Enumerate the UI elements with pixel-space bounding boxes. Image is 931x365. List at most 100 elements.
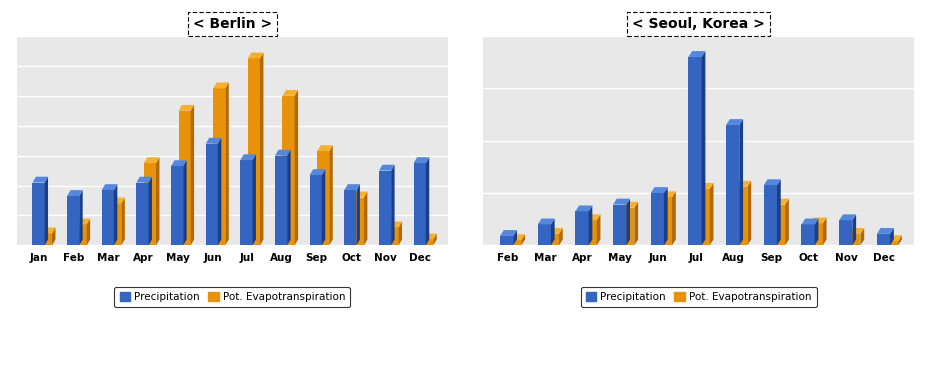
- Bar: [101, 190, 114, 245]
- Bar: [282, 96, 294, 245]
- Polygon shape: [802, 219, 818, 224]
- Polygon shape: [213, 82, 229, 88]
- Bar: [74, 224, 87, 245]
- Polygon shape: [651, 187, 668, 193]
- Bar: [584, 220, 597, 245]
- Polygon shape: [735, 181, 751, 187]
- Polygon shape: [551, 219, 555, 245]
- Bar: [344, 190, 357, 245]
- Polygon shape: [114, 184, 117, 245]
- Bar: [144, 163, 156, 245]
- Polygon shape: [386, 222, 402, 227]
- Polygon shape: [322, 169, 325, 245]
- Polygon shape: [287, 150, 290, 245]
- Bar: [275, 155, 287, 245]
- Polygon shape: [413, 157, 429, 163]
- Polygon shape: [352, 192, 368, 197]
- Bar: [40, 233, 52, 245]
- Polygon shape: [282, 90, 298, 96]
- Polygon shape: [52, 227, 56, 245]
- Bar: [67, 196, 79, 245]
- Polygon shape: [225, 82, 229, 245]
- Polygon shape: [252, 154, 256, 245]
- Bar: [688, 57, 702, 245]
- Polygon shape: [702, 51, 706, 245]
- Bar: [877, 234, 890, 245]
- Polygon shape: [839, 214, 857, 220]
- Polygon shape: [885, 235, 902, 241]
- Bar: [317, 151, 330, 245]
- Bar: [772, 204, 785, 245]
- Polygon shape: [823, 218, 827, 245]
- Polygon shape: [853, 214, 857, 245]
- Polygon shape: [218, 138, 222, 245]
- Bar: [885, 241, 898, 245]
- Polygon shape: [294, 90, 298, 245]
- Bar: [763, 185, 777, 245]
- Polygon shape: [260, 53, 263, 245]
- Polygon shape: [121, 197, 125, 245]
- Bar: [546, 234, 559, 245]
- Polygon shape: [709, 183, 713, 245]
- Polygon shape: [538, 219, 555, 224]
- Bar: [726, 125, 739, 245]
- Bar: [386, 227, 398, 245]
- Polygon shape: [330, 145, 332, 245]
- Polygon shape: [898, 235, 902, 245]
- Polygon shape: [248, 53, 263, 58]
- Bar: [109, 203, 121, 245]
- Bar: [839, 220, 853, 245]
- Polygon shape: [156, 157, 159, 245]
- Bar: [421, 239, 433, 245]
- Polygon shape: [391, 165, 395, 245]
- Bar: [847, 234, 860, 245]
- Polygon shape: [379, 165, 395, 170]
- Polygon shape: [179, 105, 194, 111]
- Bar: [240, 160, 252, 245]
- Polygon shape: [191, 105, 194, 245]
- Polygon shape: [101, 184, 117, 190]
- Bar: [651, 193, 664, 245]
- Polygon shape: [763, 179, 781, 185]
- Polygon shape: [860, 228, 864, 245]
- Bar: [613, 204, 627, 245]
- Bar: [696, 189, 709, 245]
- Bar: [137, 182, 149, 245]
- Polygon shape: [588, 205, 592, 245]
- Bar: [575, 211, 588, 245]
- Polygon shape: [33, 177, 48, 182]
- Bar: [310, 175, 322, 245]
- Polygon shape: [777, 179, 781, 245]
- Polygon shape: [613, 199, 630, 204]
- Polygon shape: [739, 119, 743, 245]
- Bar: [802, 224, 815, 245]
- Polygon shape: [149, 177, 152, 245]
- Polygon shape: [206, 138, 222, 144]
- Polygon shape: [344, 184, 360, 190]
- Polygon shape: [748, 181, 751, 245]
- Polygon shape: [672, 191, 676, 245]
- Bar: [33, 182, 45, 245]
- Polygon shape: [87, 219, 90, 245]
- Polygon shape: [513, 230, 517, 245]
- Polygon shape: [421, 234, 437, 239]
- Bar: [379, 170, 391, 245]
- Polygon shape: [597, 214, 600, 245]
- Polygon shape: [785, 199, 789, 245]
- Polygon shape: [40, 227, 56, 233]
- Polygon shape: [275, 150, 290, 155]
- Polygon shape: [726, 119, 743, 125]
- Bar: [659, 197, 672, 245]
- Polygon shape: [847, 228, 864, 234]
- Polygon shape: [575, 205, 592, 211]
- Polygon shape: [546, 228, 562, 234]
- Polygon shape: [171, 160, 186, 166]
- Polygon shape: [659, 191, 676, 197]
- Polygon shape: [79, 190, 83, 245]
- Legend: Precipitation, Pot. Evapotranspiration: Precipitation, Pot. Evapotranspiration: [115, 287, 350, 307]
- Bar: [213, 88, 225, 245]
- Bar: [248, 58, 260, 245]
- Bar: [621, 208, 634, 245]
- Polygon shape: [810, 218, 827, 223]
- Polygon shape: [877, 228, 894, 234]
